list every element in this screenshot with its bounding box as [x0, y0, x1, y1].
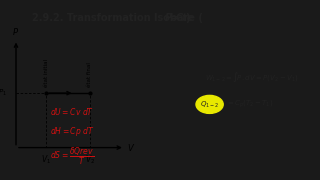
Text: Cte: Cte	[175, 13, 194, 23]
Text: $V_1$: $V_1$	[41, 153, 51, 166]
Text: $= C_p\left(T_2 - T_1\right)$: $= C_p\left(T_2 - T_1\right)$	[226, 99, 273, 110]
Text: P: P	[165, 13, 172, 23]
Text: 2.9.2. Transformation Isobare (: 2.9.2. Transformation Isobare (	[32, 13, 203, 23]
Text: =: =	[170, 13, 178, 23]
Text: $P$: $P$	[12, 26, 20, 37]
Text: $V_2$: $V_2$	[85, 153, 95, 166]
Text: état initial: état initial	[44, 60, 49, 87]
Text: état final: état final	[87, 63, 92, 87]
Text: $dH = Cp\ dT$: $dH = Cp\ dT$	[50, 125, 94, 138]
Text: $dU = Cv\ dT$: $dU = Cv\ dT$	[50, 106, 94, 117]
Text: $W_{1-2} = \int\! P.dV = P(V_2 - V_1)$: $W_{1-2} = \int\! P.dV = P(V_2 - V_1)$	[205, 69, 298, 84]
Text: $V$: $V$	[127, 142, 135, 153]
Text: $P_2=P_1$: $P_2=P_1$	[0, 88, 6, 98]
Text: $dS = \dfrac{\delta Qrev}{T}$: $dS = \dfrac{\delta Qrev}{T}$	[50, 146, 94, 167]
Text: $Q_{1-2}$: $Q_{1-2}$	[200, 99, 219, 109]
Text: ): )	[185, 13, 189, 23]
